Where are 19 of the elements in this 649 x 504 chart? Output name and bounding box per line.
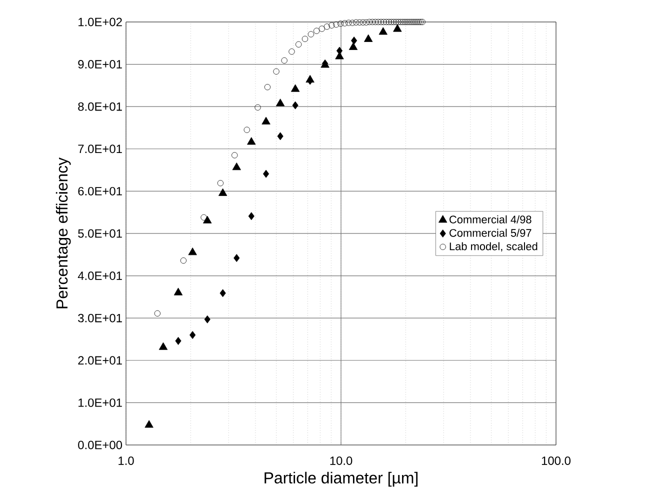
y-tick-label: 1.0E+01 <box>78 398 122 407</box>
y-tick-label: 2.0E+01 <box>78 356 122 365</box>
y-tick-label: 8.0E+01 <box>78 102 122 111</box>
x-tick-label: 10.0 <box>330 456 352 465</box>
y-tick-label: 0.0E+00 <box>78 440 122 450</box>
y-axis-title: Percentage efficiency <box>56 157 71 308</box>
y-tick-label: 5.0E+01 <box>78 229 122 238</box>
y-tick-label: 1.0E+02 <box>78 18 122 26</box>
y-tick-label: 7.0E+01 <box>78 144 122 154</box>
x-axis-title: Particle diameter [µm] <box>264 472 418 487</box>
legend-label: Commercial 5/97 <box>450 228 532 237</box>
legend-label: Commercial 4/98 <box>450 215 532 224</box>
y-tick-label: 3.0E+01 <box>78 314 122 322</box>
legend-label: Lab model, scaled <box>450 242 538 252</box>
y-tick-label: 6.0E+01 <box>78 186 122 196</box>
y-tick-label: 4.0E+01 <box>78 272 122 280</box>
x-tick-label: 100.0 <box>542 456 571 465</box>
y-tick-label: 9.0E+01 <box>78 60 122 69</box>
x-tick-label: 1.0 <box>118 456 134 465</box>
